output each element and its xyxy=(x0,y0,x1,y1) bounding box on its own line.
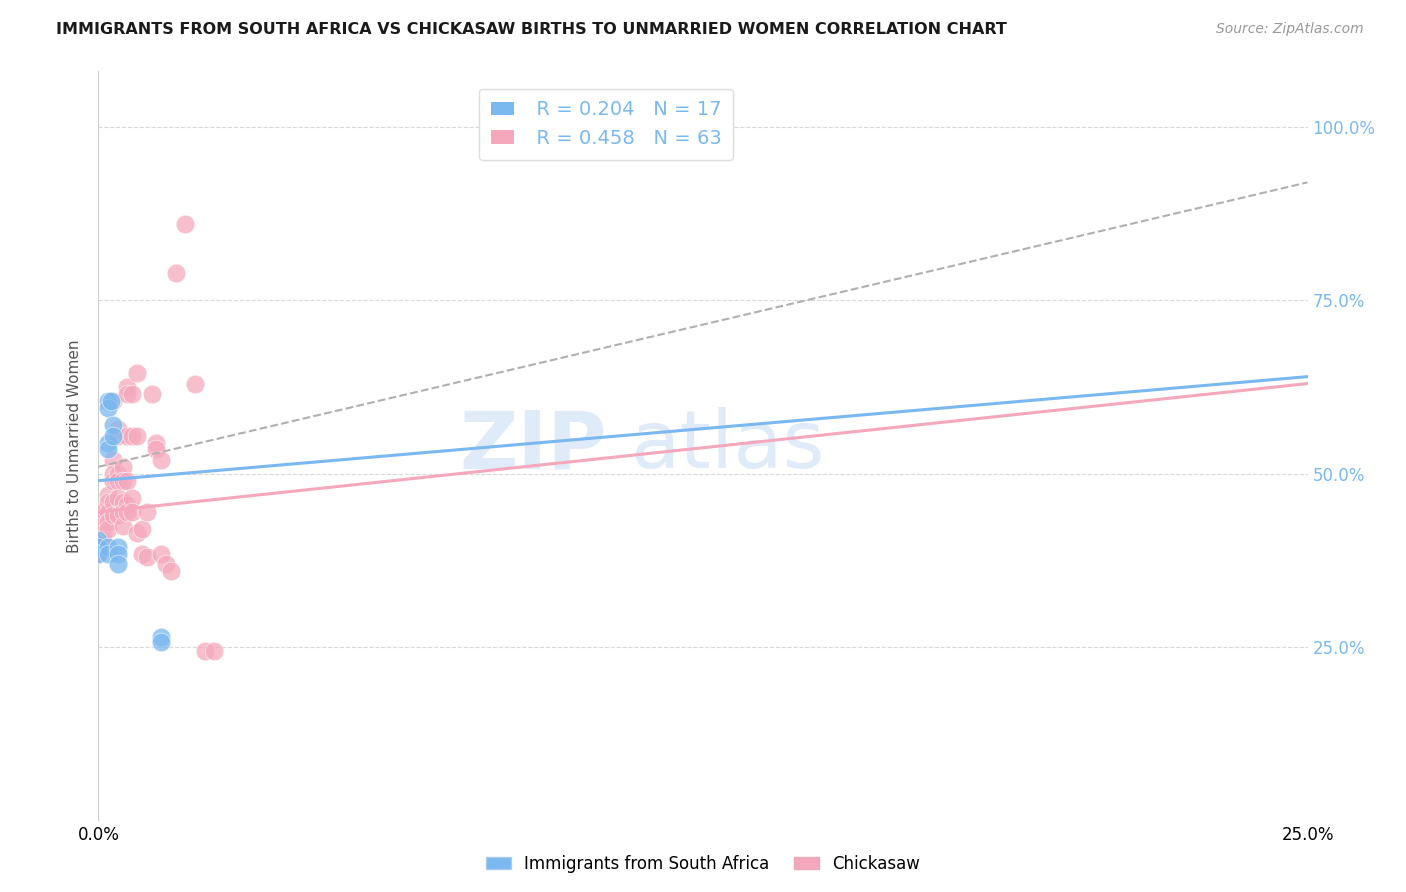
Point xyxy=(107,547,129,561)
Point xyxy=(107,540,129,554)
Text: IMMIGRANTS FROM SOUTH AFRICA VS CHICKASAW BIRTHS TO UNMARRIED WOMEN CORRELATION : IMMIGRANTS FROM SOUTH AFRICA VS CHICKASA… xyxy=(56,22,1007,37)
Y-axis label: Births to Unmarried Women: Births to Unmarried Women xyxy=(67,339,83,553)
Point xyxy=(107,428,129,442)
Point xyxy=(91,518,114,533)
Point xyxy=(150,547,173,561)
Point xyxy=(87,512,110,526)
Point xyxy=(184,376,207,391)
Point xyxy=(127,428,149,442)
Point xyxy=(135,549,157,564)
Point xyxy=(101,418,124,433)
Point xyxy=(174,217,197,231)
Point xyxy=(101,428,124,442)
Point xyxy=(87,525,110,540)
Point xyxy=(97,547,120,561)
Point xyxy=(87,533,110,547)
Point xyxy=(117,505,139,519)
Point xyxy=(135,505,157,519)
Point xyxy=(87,547,110,561)
Point xyxy=(194,643,217,657)
Point xyxy=(91,512,114,526)
Legend: Immigrants from South Africa, Chickasaw: Immigrants from South Africa, Chickasaw xyxy=(479,848,927,880)
Point xyxy=(97,401,120,415)
Point xyxy=(117,380,139,394)
Point xyxy=(145,442,167,457)
Point xyxy=(97,522,120,536)
Point xyxy=(87,540,110,554)
Point xyxy=(101,467,124,481)
Point xyxy=(111,494,134,508)
Point xyxy=(131,547,153,561)
Point xyxy=(111,459,134,474)
Point xyxy=(97,393,120,408)
Point xyxy=(101,393,124,408)
Text: atlas: atlas xyxy=(630,407,825,485)
Point xyxy=(87,540,110,554)
Legend:   R = 0.204   N = 17,   R = 0.458   N = 63: R = 0.204 N = 17, R = 0.458 N = 63 xyxy=(479,88,734,160)
Point xyxy=(97,442,120,457)
Point xyxy=(117,498,139,512)
Point xyxy=(117,387,139,401)
Point xyxy=(121,387,143,401)
Point xyxy=(87,533,110,547)
Point xyxy=(97,487,120,501)
Point xyxy=(141,387,163,401)
Point xyxy=(107,491,129,505)
Point xyxy=(97,505,120,519)
Point xyxy=(155,557,177,571)
Point xyxy=(107,474,129,488)
Point xyxy=(117,428,139,442)
Point xyxy=(107,508,129,523)
Point xyxy=(87,505,110,519)
Point xyxy=(101,508,124,523)
Point xyxy=(117,474,139,488)
Point xyxy=(121,428,143,442)
Point xyxy=(91,533,114,547)
Point xyxy=(127,525,149,540)
Text: Source: ZipAtlas.com: Source: ZipAtlas.com xyxy=(1216,22,1364,37)
Point xyxy=(111,518,134,533)
Point xyxy=(121,491,143,505)
Point xyxy=(87,547,110,561)
Point xyxy=(97,540,120,554)
Point xyxy=(127,366,149,380)
Point xyxy=(160,564,183,578)
Point xyxy=(97,516,120,530)
Point xyxy=(97,494,120,508)
Point xyxy=(150,453,173,467)
Point xyxy=(107,467,129,481)
Point xyxy=(131,522,153,536)
Text: ZIP: ZIP xyxy=(458,407,606,485)
Point xyxy=(165,266,187,280)
Point xyxy=(101,453,124,467)
Point xyxy=(101,474,124,488)
Point xyxy=(150,630,173,644)
Point xyxy=(204,643,226,657)
Point xyxy=(87,518,110,533)
Point xyxy=(145,435,167,450)
Point xyxy=(111,505,134,519)
Point xyxy=(101,494,124,508)
Point xyxy=(121,505,143,519)
Point xyxy=(150,634,173,648)
Point xyxy=(107,557,129,571)
Point xyxy=(100,393,122,408)
Point xyxy=(111,474,134,488)
Point xyxy=(91,525,114,540)
Point xyxy=(97,435,120,450)
Point xyxy=(107,422,129,436)
Point xyxy=(91,505,114,519)
